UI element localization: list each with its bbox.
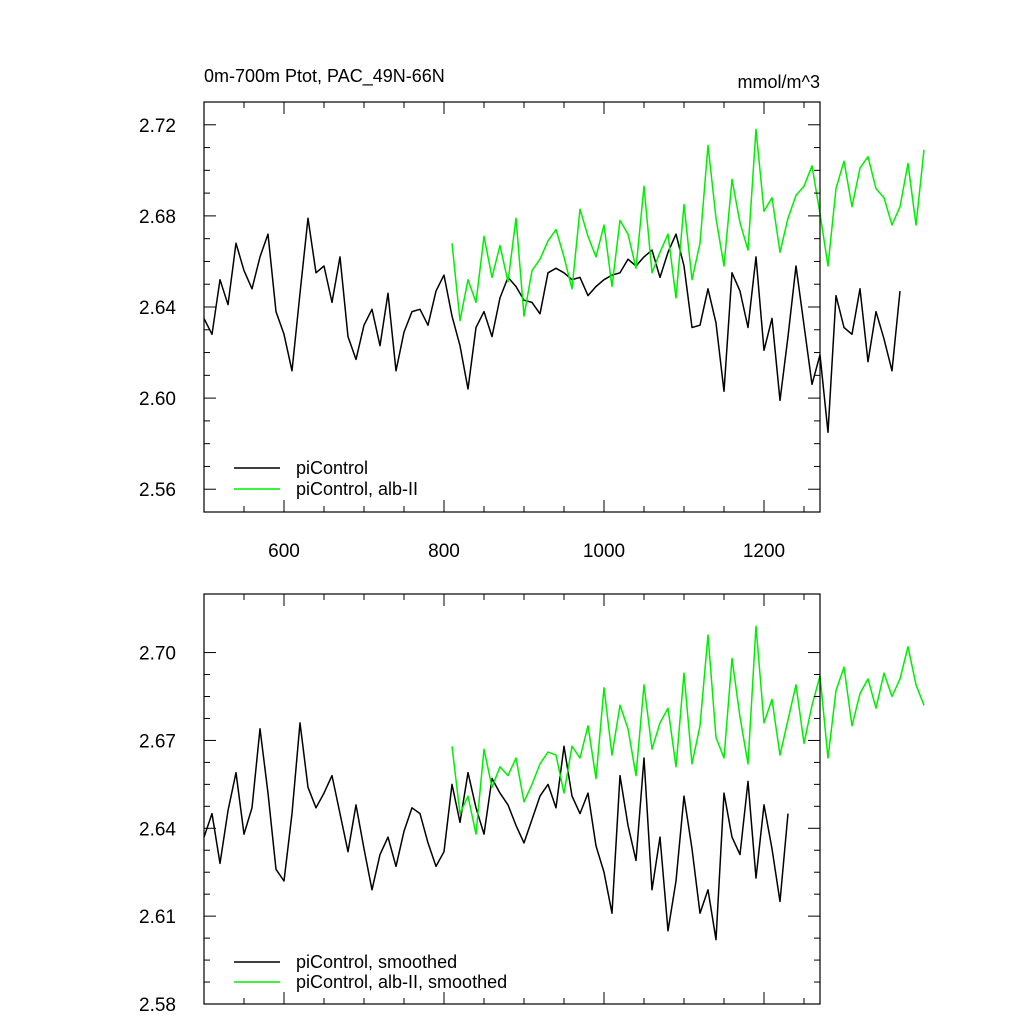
bottom-axis-layer: 2.58 2.61 2.64 2.67 2.70 — [139, 594, 820, 1016]
series-line-picontrol-alb-ii-smoothed — [451, 625, 925, 835]
x-tick-label: 1000 — [583, 541, 625, 562]
series-line-picontrol — [203, 217, 901, 434]
x-tick-label: 600 — [268, 541, 300, 562]
bottom-plot-frame — [203, 593, 821, 1005]
x-tick-label: 800 — [428, 541, 460, 562]
top-panel: 0m-700m Ptot, PAC_49N-66N mmol/m^3 2.562… — [139, 66, 925, 562]
y-tick-label: 2.60 — [139, 389, 176, 410]
legend-label-picontrol: piControl — [296, 458, 368, 478]
top-plot-frame — [203, 101, 821, 513]
y-tick-label: 2.67 — [139, 731, 176, 752]
legend-label-picontrol-smoothed: piControl, smoothed — [296, 952, 457, 972]
top-axis-layer: 2.56 2.60 2.64 2.68 2.72 600 800 1000 1200 — [139, 102, 820, 562]
y-tick-label: 2.70 — [139, 644, 176, 665]
top-series-layer — [203, 128, 925, 434]
y-tick-label: 2.72 — [139, 116, 176, 137]
y-tick-label: 2.58 — [139, 995, 176, 1016]
legend-label-picontrol-alb-ii-smoothed: piControl, alb-II, smoothed — [296, 972, 507, 992]
y-tick-label: 2.64 — [139, 298, 176, 319]
y-tick-label: 2.61 — [139, 907, 176, 928]
bottom-panel: 2.58 2.61 2.64 2.67 2.70 piControl, smoothed… — [139, 593, 925, 1016]
series-line-picontrol-smoothed — [203, 722, 789, 941]
legend-label-picontrol-alb-ii: piControl, alb-II — [296, 479, 418, 499]
top-panel-units: mmol/m^3 — [738, 72, 820, 92]
bottom-series-layer — [203, 625, 925, 941]
y-tick-label: 2.68 — [139, 207, 176, 228]
y-tick-label: 2.64 — [139, 819, 176, 840]
y-tick-label: 2.56 — [139, 480, 176, 501]
series-line-picontrol-alb-ii — [451, 128, 925, 322]
bottom-legend: piControl, smoothed piControl, alb-II, s… — [234, 952, 507, 992]
top-panel-title: 0m-700m Ptot, PAC_49N-66N — [204, 66, 445, 87]
top-legend: piControl piControl, alb-II — [234, 458, 418, 499]
x-tick-label: 1200 — [743, 541, 785, 562]
